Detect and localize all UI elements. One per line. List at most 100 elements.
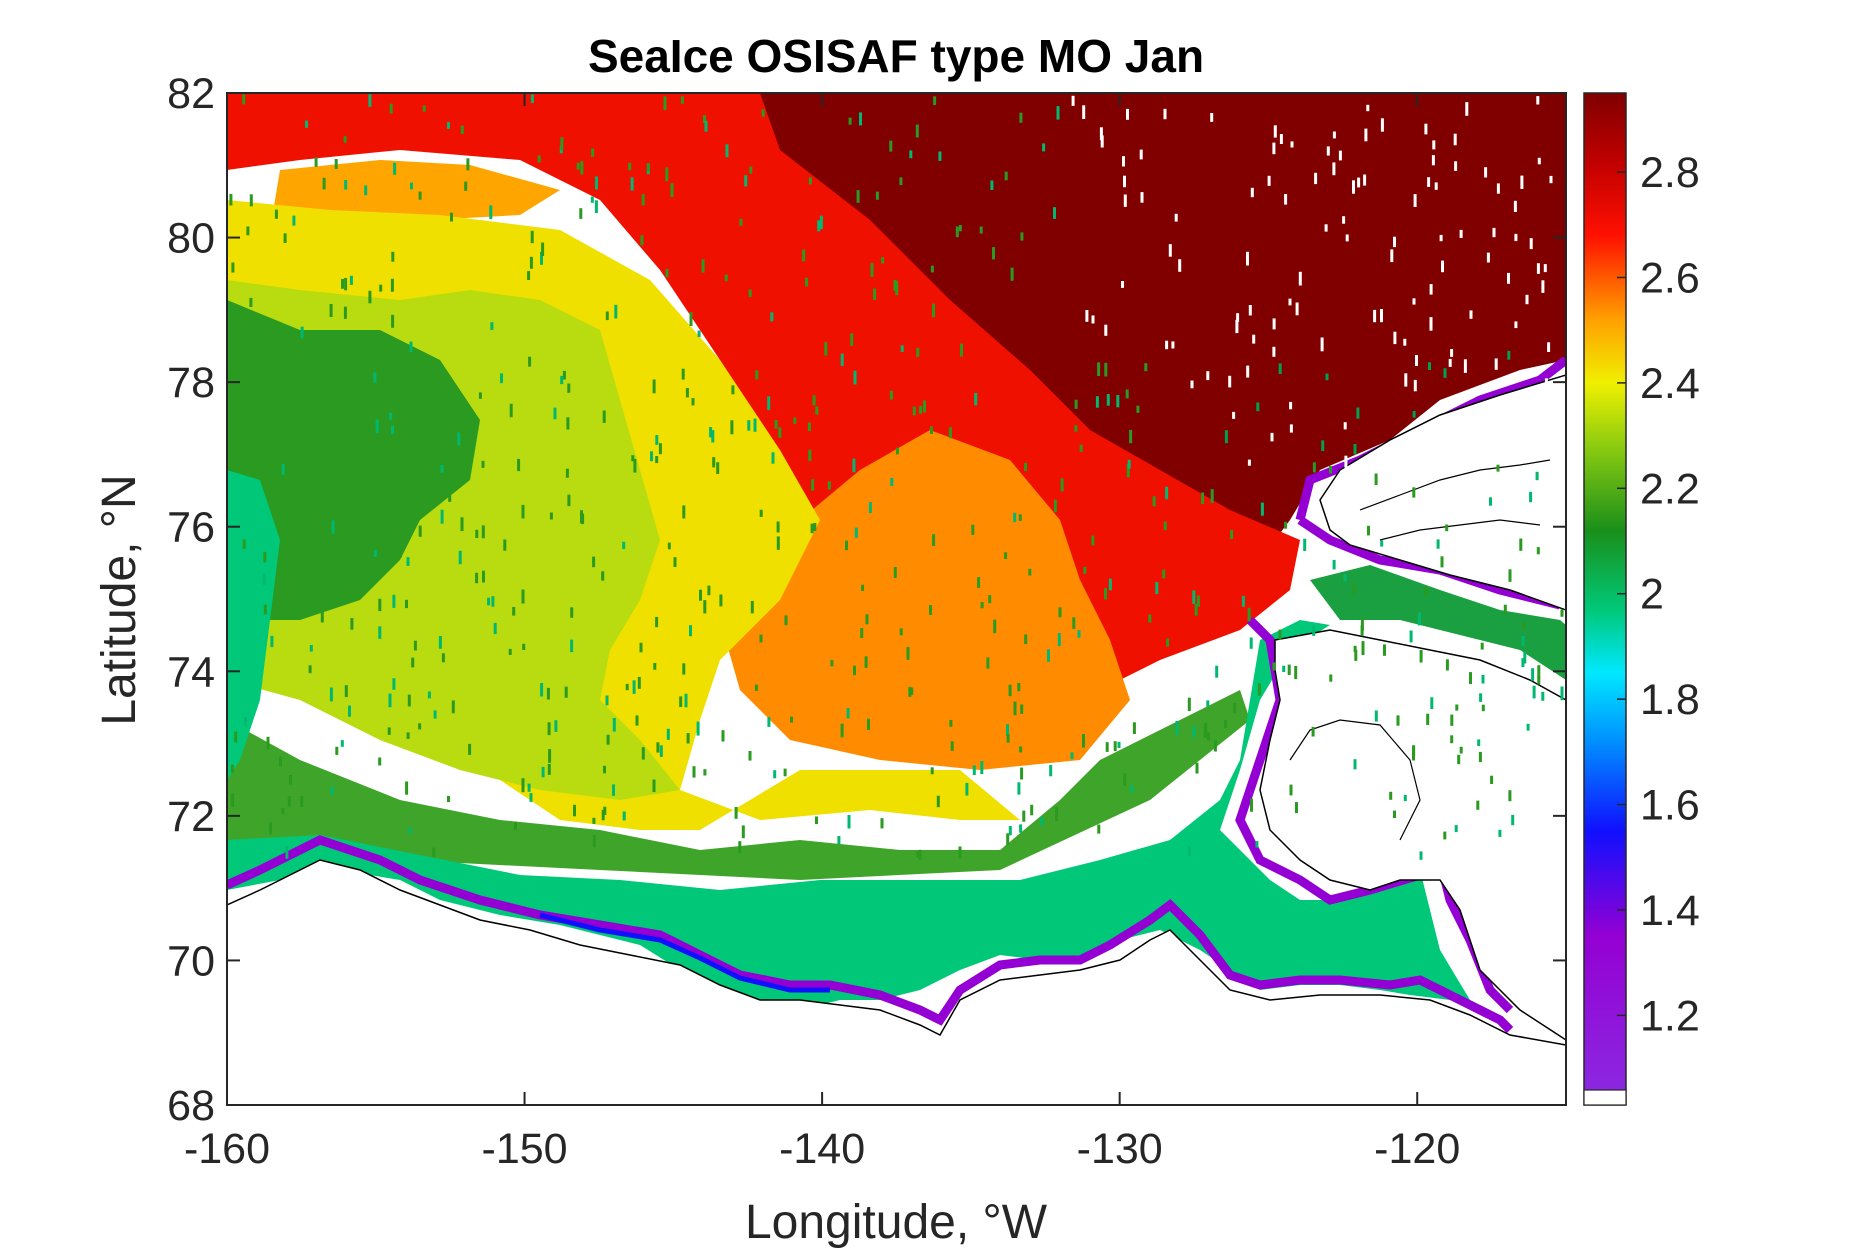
speckle-pixel	[895, 447, 899, 455]
speckle-pixel	[703, 600, 707, 614]
speckle-pixel	[667, 542, 671, 550]
speckle-pixel	[1206, 700, 1210, 707]
speckle-pixel	[949, 719, 953, 727]
speckle-pixel	[391, 251, 395, 262]
speckle-pixel	[1390, 249, 1394, 263]
speckle-pixel	[1008, 826, 1012, 836]
speckle-pixel	[378, 386, 382, 396]
speckle-pixel	[1163, 108, 1167, 120]
speckle-pixel	[549, 512, 553, 520]
speckle-pixel	[390, 278, 394, 292]
speckle-pixel	[1429, 317, 1433, 331]
speckle-pixel	[1042, 143, 1046, 152]
speckle-pixel	[244, 717, 247, 727]
speckle-pixel	[846, 708, 850, 719]
speckle-pixel	[1544, 378, 1548, 393]
speckle-pixel	[813, 523, 817, 532]
speckle-pixel	[270, 635, 274, 648]
speckle-pixel	[1174, 213, 1178, 222]
speckle-pixel	[691, 398, 695, 406]
speckle-pixel	[1289, 424, 1293, 433]
speckle-pixel	[1326, 146, 1330, 156]
speckle-pixel	[1344, 455, 1348, 468]
speckle-pixel	[314, 157, 318, 167]
speckle-pixel	[1123, 773, 1127, 786]
speckle-pixel	[958, 225, 962, 232]
speckle-pixel	[612, 718, 616, 732]
speckle-pixel	[663, 96, 667, 111]
speckle-pixel	[1144, 363, 1148, 372]
speckle-pixel	[827, 481, 831, 490]
speckle-pixel	[731, 385, 735, 395]
speckle-pixel	[468, 743, 472, 755]
speckle-pixel	[594, 200, 598, 213]
speckle-pixel	[1320, 337, 1324, 352]
speckle-pixel	[1417, 612, 1421, 626]
speckle-pixel	[1303, 538, 1307, 551]
speckle-pixel	[812, 395, 816, 406]
speckle-pixel	[1049, 765, 1053, 777]
speckle-pixel	[1374, 473, 1378, 486]
speckle-pixel	[1010, 267, 1014, 281]
speckle-pixel	[601, 571, 605, 581]
speckle-pixel	[1020, 704, 1024, 714]
speckle-pixel	[1360, 618, 1364, 631]
speckle-pixel	[1513, 200, 1517, 212]
speckle-pixel	[343, 306, 347, 319]
speckle-pixel	[1450, 349, 1454, 357]
x-tick-label: -160	[184, 1125, 270, 1173]
speckle-pixel	[300, 795, 304, 807]
speckle-pixel	[1412, 487, 1416, 498]
speckle-pixel	[290, 365, 294, 373]
speckle-pixel	[1366, 104, 1370, 112]
speckle-pixel	[413, 640, 417, 651]
speckle-pixel	[1017, 782, 1021, 795]
speckle-pixel	[1426, 713, 1430, 725]
speckle-pixel	[1342, 216, 1346, 224]
speckle-pixel	[730, 420, 734, 435]
speckle-pixel	[1056, 106, 1060, 120]
speckle-pixel	[1312, 462, 1316, 473]
speckle-pixel	[1479, 693, 1483, 702]
speckle-pixel	[1224, 430, 1228, 444]
speckle-pixel	[992, 247, 995, 260]
speckle-pixel	[1413, 194, 1417, 207]
speckle-pixel	[805, 277, 809, 287]
speckle-pixel	[432, 847, 436, 858]
speckle-pixel	[460, 517, 464, 532]
speckle-pixel	[972, 765, 976, 775]
speckle-pixel	[767, 717, 771, 727]
speckle-pixel	[650, 451, 653, 462]
speckle-pixel	[808, 449, 812, 462]
speckle-pixel	[971, 524, 975, 535]
speckle-pixel	[1508, 790, 1512, 802]
speckle-pixel	[1187, 697, 1191, 711]
speckle-pixel	[230, 764, 234, 773]
speckle-pixel	[1233, 703, 1237, 714]
colorbar-tick-label: 2.4	[1640, 360, 1700, 408]
speckle-pixel	[1288, 298, 1292, 306]
speckle-pixel	[606, 734, 610, 745]
speckle-pixel	[853, 370, 857, 385]
speckle-pixel	[1017, 682, 1021, 692]
speckle-pixel	[906, 647, 910, 660]
speckle-pixel	[612, 784, 615, 796]
y-axis: 82 80 78 76 74 72 70 68	[167, 70, 1566, 1130]
speckle-pixel	[1311, 726, 1315, 737]
speckle-pixel	[1389, 791, 1393, 800]
speckle-pixel	[239, 327, 243, 342]
speckle-pixel	[370, 409, 374, 421]
speckle-pixel	[335, 746, 339, 755]
speckle-pixel	[565, 468, 569, 478]
speckle-pixel	[1206, 371, 1210, 381]
speckle-pixel	[847, 815, 851, 829]
speckle-pixel	[546, 687, 550, 700]
speckle-pixel	[750, 600, 754, 614]
speckle-pixel	[263, 604, 267, 615]
speckle-pixel	[1232, 411, 1236, 419]
colorbar-nodata-swatch	[1583, 1089, 1627, 1106]
speckle-pixel	[278, 756, 282, 767]
speckle-pixel	[466, 158, 470, 171]
speckle-pixel	[980, 602, 984, 609]
